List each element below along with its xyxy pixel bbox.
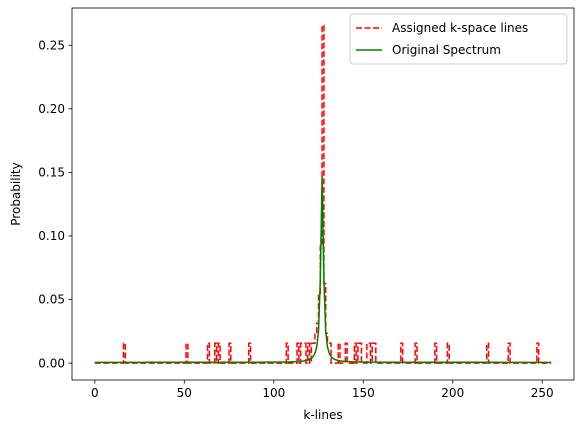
x-tick-label: 100 — [262, 386, 285, 400]
legend-box — [349, 13, 568, 65]
y-tick-label: 0.10 — [38, 229, 65, 243]
y-tick-label: 0.20 — [38, 102, 65, 116]
x-tick-label: 150 — [352, 386, 375, 400]
x-axis-label: k-lines — [303, 408, 342, 422]
y-tick-label: 0.25 — [38, 38, 65, 52]
legend-label-original-spectrum: Original Spectrum — [392, 43, 501, 57]
x-tick-label: 250 — [531, 386, 554, 400]
series-assigned-k-space-lines — [94, 24, 552, 364]
x-axis-ticks: 0 50 100 150 200 250 — [91, 380, 554, 400]
x-tick-label: 50 — [177, 386, 192, 400]
y-tick-label: 0.15 — [38, 166, 65, 180]
axes-frame — [71, 7, 575, 381]
y-axis-ticks: 0.00 0.05 0.10 0.15 0.20 0.25 — [38, 38, 72, 370]
legend: Assigned k-space lines Original Spectrum — [349, 13, 568, 65]
y-tick-label: 0.05 — [38, 293, 65, 307]
plot-area — [71, 7, 575, 381]
x-tick-label: 200 — [441, 386, 464, 400]
series-layer — [94, 24, 552, 364]
y-tick-label: 0.00 — [38, 356, 65, 370]
series-original-spectrum — [94, 176, 552, 364]
legend-label-assigned-lines: Assigned k-space lines — [392, 21, 528, 35]
y-axis-label: Probability — [9, 162, 23, 225]
x-tick-label: 0 — [91, 386, 99, 400]
